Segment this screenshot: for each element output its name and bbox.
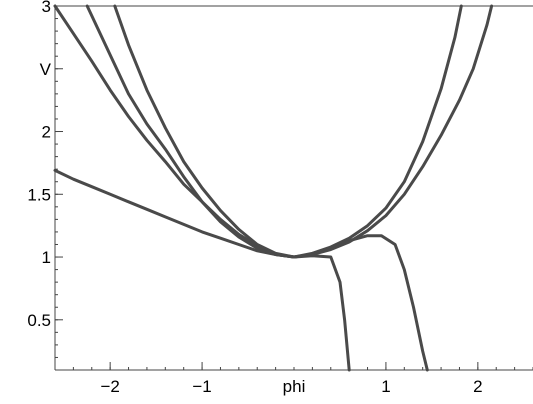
y-tick-label: 0.5: [27, 311, 51, 330]
plot-area: [53, 4, 494, 372]
x-tick-label: −2: [100, 377, 119, 396]
series-line-4: [113, 4, 463, 259]
y-tick-label: 1.5: [27, 185, 51, 204]
series-line-1: [53, 168, 351, 372]
y-tick-label: 2: [42, 123, 51, 142]
y-tick-label: 1: [42, 248, 51, 267]
tick-labels: −2 −1 1 2 0.5 1 1.5 2 3: [27, 0, 482, 396]
x-tick-label: 1: [381, 377, 390, 396]
x-tick-label: 2: [473, 377, 482, 396]
y-axis-label: V: [40, 60, 52, 79]
x-axis-label: phi: [283, 377, 306, 396]
series-line-2: [85, 4, 429, 372]
x-tick-label: −1: [192, 377, 211, 396]
y-tick-label: 3: [42, 0, 51, 16]
tick-marks: [54, 5, 533, 371]
